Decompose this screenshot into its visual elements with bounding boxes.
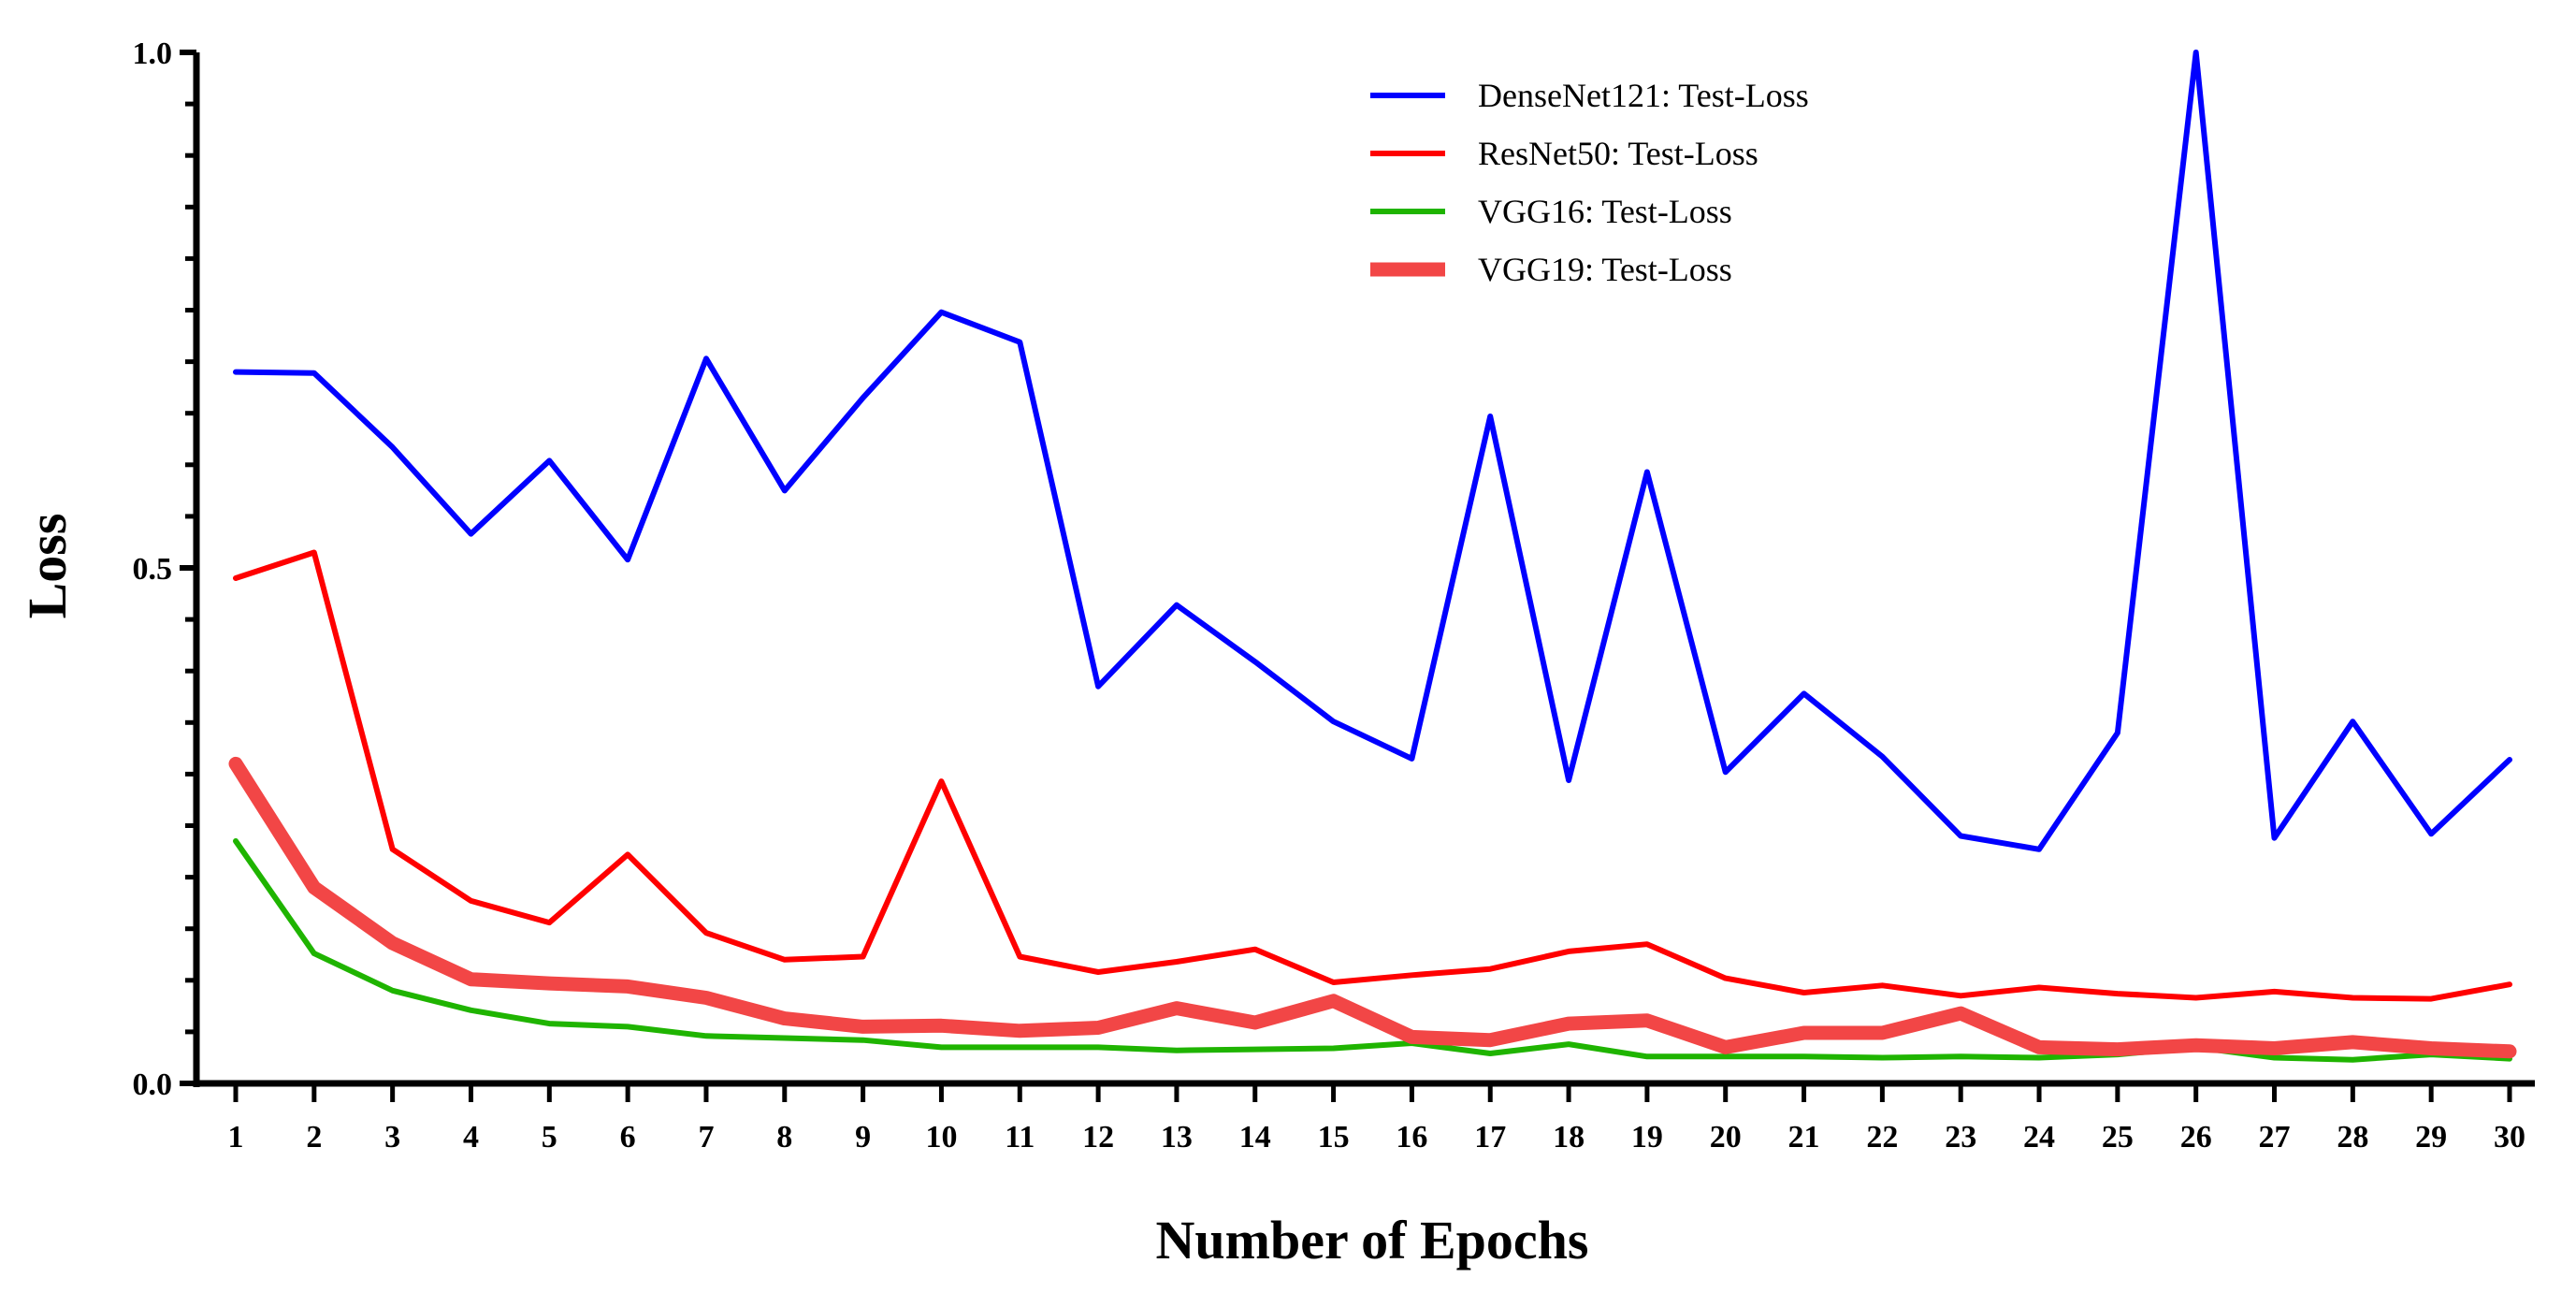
x-tick-label: 14: [1239, 1120, 1271, 1155]
series-line-1: [233, 50, 2512, 852]
x-tick-label: 19: [1631, 1120, 1663, 1155]
x-tick-label: 2: [306, 1120, 322, 1155]
x-tick-label: 25: [2102, 1120, 2134, 1155]
x-tick-label: 26: [2180, 1120, 2212, 1155]
x-tick-label: 9: [855, 1120, 871, 1155]
x-tick-label: 24: [2023, 1120, 2055, 1155]
x-tick-label: 4: [463, 1120, 479, 1155]
x-tick-label: 13: [1161, 1120, 1193, 1155]
legend-label-3: VGG16: Test-Loss: [1478, 193, 1732, 230]
x-tick-label: 17: [1474, 1120, 1506, 1155]
x-axis-title: Number of Epochs: [1156, 1210, 1589, 1271]
axes: [180, 50, 2535, 1102]
tick-labels: 0.00.51.01 2 3 4 5 6 7 8 9 10 11 12 13 14 15 16 17 18 19 20…: [133, 36, 2526, 1155]
legend-label-4: VGG19: Test-Loss: [1478, 251, 1732, 288]
x-tick-label: 21: [1788, 1120, 1820, 1155]
y-tick-label: 1.0: [133, 36, 173, 71]
x-tick-label: 7: [698, 1120, 714, 1155]
x-tick-label: 10: [925, 1120, 957, 1155]
x-tick-label: 23: [1945, 1120, 1976, 1155]
series-lines: [228, 50, 2517, 1063]
legend-label-1: DenseNet121: Test-Loss: [1478, 77, 1809, 114]
series-line-3: [233, 838, 2512, 1063]
x-tick-label: 18: [1553, 1120, 1585, 1155]
series-line-2: [233, 549, 2512, 1002]
x-tick-label: 22: [1866, 1120, 1898, 1155]
x-tick-label: 8: [776, 1120, 792, 1155]
x-tick-label: 20: [1710, 1120, 1742, 1155]
x-tick-label: 12: [1082, 1120, 1114, 1155]
series-line-4: [228, 756, 2517, 1059]
x-tick-label: 30: [2494, 1120, 2525, 1155]
x-tick-label: 6: [620, 1120, 636, 1155]
x-tick-label: 27: [2259, 1120, 2291, 1155]
y-tick-label: 0.5: [133, 552, 173, 587]
x-tick-label: 16: [1396, 1120, 1427, 1155]
x-tick-label: 28: [2337, 1120, 2368, 1155]
x-tick-label: 3: [384, 1120, 400, 1155]
x-tick-label: 5: [542, 1120, 557, 1155]
legend: DenseNet121: Test-Loss ResNet50: Test-Los…: [1370, 77, 1809, 288]
x-tick-label: 15: [1318, 1120, 1350, 1155]
y-axis-title: Loss: [17, 514, 78, 619]
x-tick-label: 29: [2415, 1120, 2447, 1155]
x-tick-label: 11: [1005, 1120, 1035, 1155]
legend-label-2: ResNet50: Test-Loss: [1478, 135, 1758, 172]
x-tick-label: 1: [228, 1120, 244, 1155]
y-tick-label: 0.0: [133, 1067, 173, 1102]
